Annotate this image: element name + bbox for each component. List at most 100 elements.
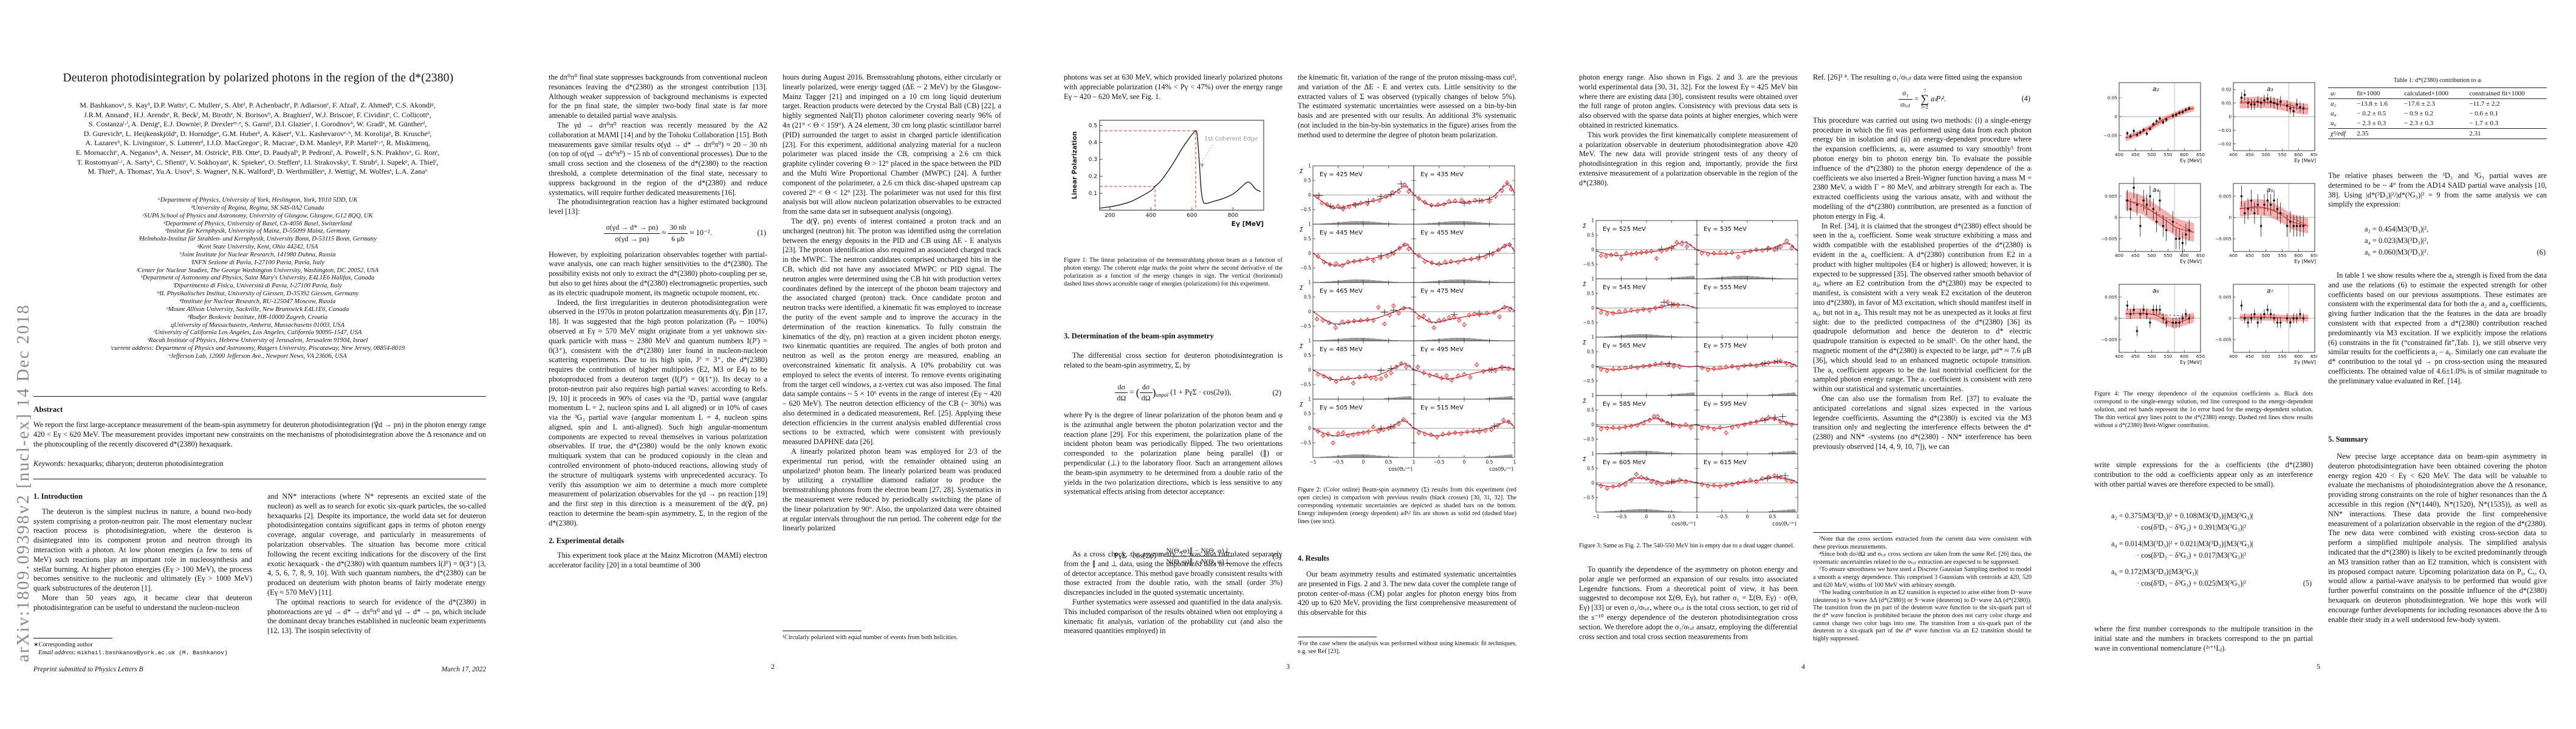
svg-text:500: 500 [2148,152,2156,157]
svg-text:550: 550 [2163,253,2172,258]
svg-text:cos(Θₚᶜᵐ): cos(Θₚᶜᵐ) [1772,521,1797,527]
svg-text:Σ: Σ [1300,285,1303,292]
list-item: ʳUniversity of California Los Angeles, L… [153,329,362,337]
svg-text:0.5: 0.5 [1486,459,1493,465]
svg-text:1: 1 [1591,335,1594,340]
svg-text:1: 1 [1591,276,1594,282]
figure-2-beam-spin-asymmetry-grid: Eγ = 425 MeV 1 0.5 0 −0.5 Eγ = 435 MeV Eγ = 44… [1300,163,1516,473]
paragraph: As a cross check, the asymmetry, Σ, was … [1064,550,1283,597]
list-item: ˢRacah Institute of Physics, Hebrew Univ… [147,337,368,344]
footnote-5: ⁵To ensure smoothness we have used a Dis… [1813,566,2032,589]
svg-text:cos(Θₚᶜᵐ): cos(Θₚᶜᵐ) [1671,521,1696,527]
svg-text:Eγ [MeV]: Eγ [MeV] [2180,360,2202,365]
svg-text:1: 1 [1797,514,1800,519]
svg-text:Eγ = 435 MeV: Eγ = 435 MeV [1420,171,1464,178]
svg-text:−0.5: −0.5 [1300,265,1311,271]
svg-text:650: 650 [2311,152,2317,157]
eq2-denominator-2: dΩ [1141,394,1151,402]
eq3-numerator: N(Θ, φ)∥ − N(Θ, φ)⊥ [1164,546,1233,556]
table-1-caption: Table 1: d*(2380) contribution to aₗ [2393,77,2482,84]
footer-journal: Preprint submitted to Physics Letters B [33,666,143,673]
eq5-line-text: · cos(δ³D₃ − δ³G₃) + 0.025|M3(³G₃)|² [2137,579,2247,587]
table-cell: − 2.3 ± 0.3 [2404,120,2434,127]
paragraph: The photodisintegration reaction has a h… [549,197,767,216]
section-5-heading: 5. Summary [2328,435,2368,443]
svg-text:550: 550 [2163,152,2172,157]
svg-text:1: 1 [1413,459,1416,465]
svg-text:0.5: 0.5 [1089,123,1097,129]
svg-text:600: 600 [2294,354,2303,359]
svg-text:400: 400 [2115,152,2123,157]
svg-text:Eγ = 455 MeV: Eγ = 455 MeV [1420,230,1464,236]
svg-text:0.5: 0.5 [1385,459,1392,465]
svg-text:a₂: a₂ [2153,86,2159,93]
svg-text:Eγ = 565 MeV: Eγ = 565 MeV [1603,343,1646,349]
table-cell: −11.7 ± 2.2 [2469,100,2500,108]
svg-text:−0.5: −0.5 [1583,495,1594,501]
svg-text:0.5: 0.5 [1304,178,1311,183]
table-cell: a₆ [2331,120,2337,127]
svg-text:a₅: a₅ [2267,187,2273,194]
results-paragraph: Our beam asymmetry results and estimated… [1298,570,1516,633]
svg-text:Eγ = 465 MeV: Eγ = 465 MeV [1320,288,1363,295]
svg-text:0: 0 [1308,309,1311,315]
eq3-lhs: PγΣ · cos(2φ) = [1114,551,1163,560]
table-row: aₗ fit×1000 calculated×1000 constrained fit… [2328,87,2547,99]
svg-text:0.5: 0.5 [1587,466,1594,471]
svg-text:−0.5: −0.5 [1716,514,1727,519]
svg-text:0: 0 [1746,514,1749,519]
page-4: photon energy range. Also shown in Figs.… [1546,0,2061,729]
svg-text:Σ: Σ [1583,281,1586,288]
svg-text:1st Coherent Edge: 1st Coherent Edge [1204,136,1258,143]
eq1-numerator-2: 30 nb [668,223,688,234]
paragraph: Indeed, the first irregularities in deut… [549,298,767,527]
section-4-heading: 4. Results [1298,554,1329,563]
svg-text:400: 400 [1146,213,1156,219]
paragraph-block: To quantify the dependence of the asymme… [1579,565,1798,662]
footnote-rule [1813,532,1892,533]
eq5-line: · cos(δ³D₃ − δ³G₃) + 0.017|M3(³G₃)|² [2137,551,2247,560]
svg-text:0.1: 0.1 [1089,191,1097,197]
svg-text:−0.005: −0.005 [2215,236,2232,242]
svg-text:−0.005: −0.005 [2215,337,2232,343]
paragraph: More than 50 years ago, it became clear … [33,593,252,612]
paragraph: hours during August 2016. Bremsstrahlung… [783,73,1001,216]
svg-text:Σ: Σ [1300,343,1303,350]
svg-text:−0.5: −0.5 [1583,320,1594,326]
svg-text:0.005: 0.005 [2219,194,2232,199]
svg-text:1: 1 [1308,397,1311,402]
svg-text:−0.5: −0.5 [1433,459,1444,465]
svg-text:0.5: 0.5 [1304,236,1311,242]
equation-6: a₂ = 0.454|M3(³D₃)|², a₄ = 0.023|M3(³D₃)… [2328,224,2547,258]
svg-text:0.02: 0.02 [2222,87,2232,92]
figure-1-caption: Figure 1: The linear polarization of the… [1064,257,1283,287]
equation-1: σ(γd → d* → pn) σ(γd → pn) ≈ 30 nb 6 μb ≈ … [549,223,767,244]
svg-text:1: 1 [1513,459,1516,465]
table-row: a₄ − 0.2 ± 0.5 − 0.9 ± 0.2 − 0.6 ± 0.1 [2328,109,2547,118]
table-cell: − 0.2 ± 0.5 [2357,110,2386,117]
svg-text:−0.005: −0.005 [2101,337,2117,343]
eq4-sigma: ∑ [1920,92,1929,106]
section-3-heading: 3. Determination of the beam-spin asymme… [1064,332,1214,340]
paragraph-block: where the first number corresponds to th… [2094,625,2313,653]
svg-text:Eγ [MeV]: Eγ [MeV] [2294,158,2316,163]
svg-text:400: 400 [2115,354,2123,359]
page-number: 5 [2317,662,2320,671]
svg-text:0.5: 0.5 [1587,233,1594,238]
list-item: ⁿInstitute for Nuclear Research, RU-1250… [179,298,336,305]
corresponding-author-note: ∗Corresponding author [33,642,93,648]
svg-text:650: 650 [2311,354,2317,359]
svg-text:Eγ [MeV]: Eγ [MeV] [2294,360,2316,365]
page-1: arXiv:1809.09398v2 [nucl-ex] 14 Dec 2018… [0,0,515,729]
svg-text:550: 550 [2278,253,2286,258]
paragraph: One can also use the formalism from Ref.… [1813,394,2032,451]
svg-text:600: 600 [2180,253,2188,258]
svg-text:−0.005: −0.005 [2101,236,2117,242]
svg-text:Eγ = 495 MeV: Eγ = 495 MeV [1420,346,1464,353]
svg-text:0: 0 [1308,193,1311,198]
list-item: ᵐII. Physikalisches Institut, University… [156,290,359,298]
list-item: ᵈDepartment of Physics, University of Ba… [163,220,352,227]
page-1-right-column: and NN* interactions (where N* represent… [267,492,486,662]
svg-text:1: 1 [1308,222,1311,227]
page-number: 4 [1801,662,1805,671]
